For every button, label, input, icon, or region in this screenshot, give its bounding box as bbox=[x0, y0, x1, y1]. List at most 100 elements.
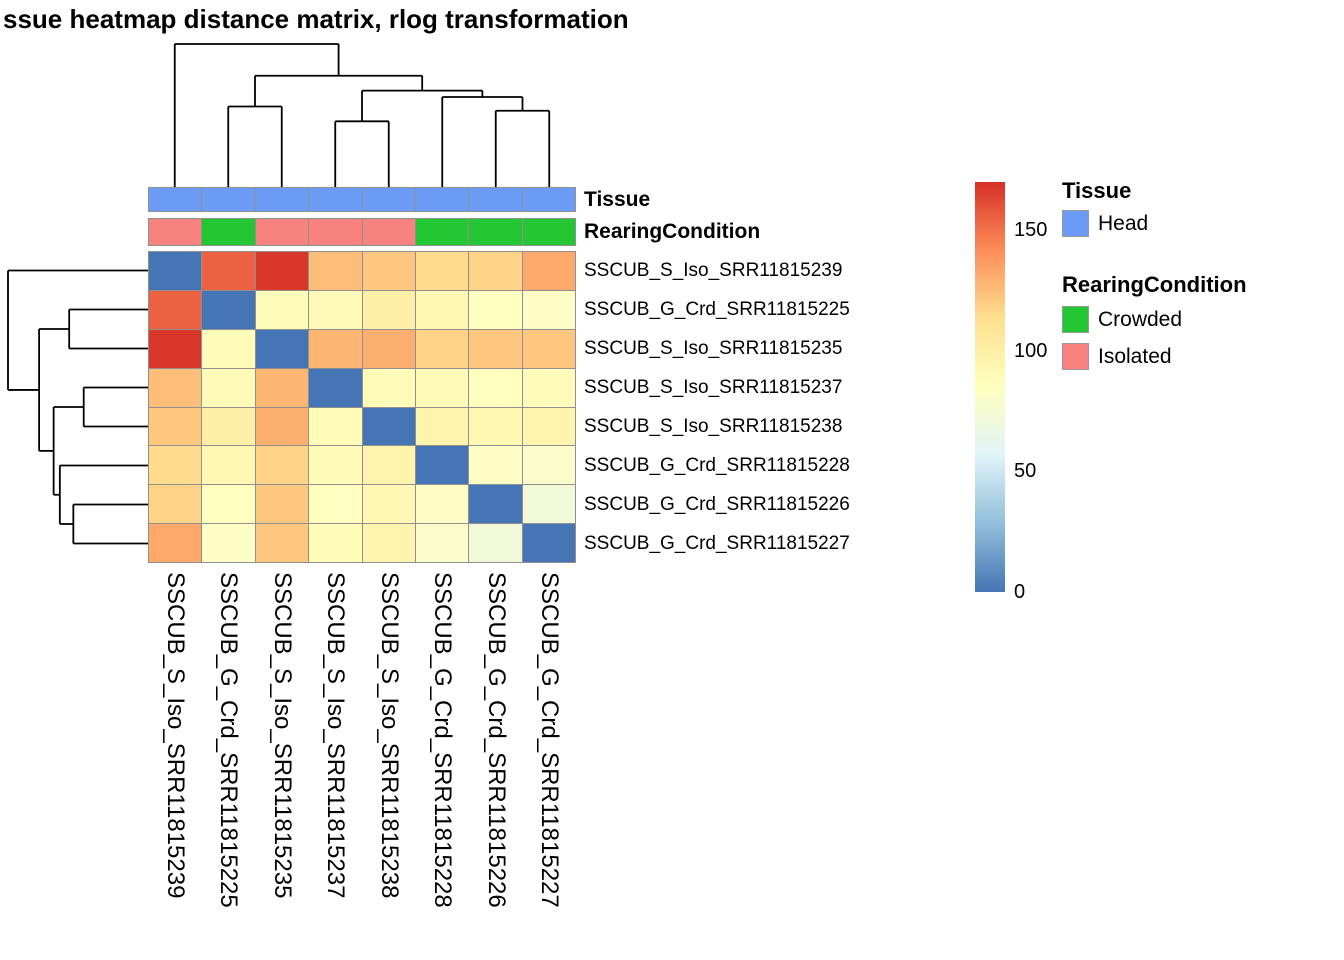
column-label: SSCUB_G_Crd_SRR11815228 bbox=[429, 572, 457, 908]
row-label: SSCUB_G_Crd_SRR11815227 bbox=[584, 533, 850, 554]
heatmap-cell bbox=[469, 446, 523, 486]
heatmap-cell bbox=[309, 290, 363, 330]
heatmap-cell bbox=[362, 368, 416, 408]
column-label: SSCUB_G_Crd_SRR11815227 bbox=[536, 572, 564, 908]
legend-rearing-title: RearingCondition bbox=[1062, 272, 1247, 297]
column-label: SSCUB_S_Iso_SRR11815235 bbox=[268, 572, 296, 899]
heatmap-cell bbox=[469, 524, 523, 563]
legend-item-head: Head bbox=[1062, 210, 1148, 237]
heatmap-cell bbox=[415, 485, 470, 525]
heatmap-cell bbox=[149, 368, 203, 408]
heatmap-cell bbox=[255, 329, 310, 369]
heatmap-cell bbox=[255, 252, 310, 291]
heatmap-cell bbox=[469, 290, 523, 330]
tissue-annotation-cell bbox=[362, 188, 416, 212]
tissue-annotation-cell bbox=[149, 188, 203, 212]
heatmap-cell bbox=[522, 368, 576, 408]
row-label: SSCUB_S_Iso_SRR11815239 bbox=[584, 260, 843, 281]
heatmap-cell bbox=[362, 485, 416, 525]
heatmap-cell bbox=[522, 524, 576, 563]
rearing-annotation-cell bbox=[309, 219, 363, 246]
colorbar-tick-label: 100 bbox=[1014, 339, 1048, 362]
row-label: SSCUB_G_Crd_SRR11815226 bbox=[584, 494, 850, 515]
tissue-annotation-row bbox=[148, 187, 576, 212]
colorbar-tick-label: 150 bbox=[1014, 219, 1048, 242]
tissue-annotation-cell bbox=[469, 188, 523, 212]
column-label: SSCUB_G_Crd_SRR11815226 bbox=[482, 572, 510, 908]
heatmap-cell bbox=[309, 485, 363, 525]
heatmap-cell bbox=[149, 446, 203, 486]
heatmap-cell bbox=[202, 446, 256, 486]
heatmap-cell bbox=[362, 407, 416, 447]
chart-title: ssue heatmap distance matrix, rlog trans… bbox=[3, 4, 629, 34]
heatmap-cell bbox=[149, 524, 203, 563]
column-label: SSCUB_G_Crd_SRR11815225 bbox=[215, 572, 243, 908]
colorbar bbox=[975, 182, 1005, 592]
colorbar-tick-label: 0 bbox=[1014, 581, 1026, 603]
heatmap-cell bbox=[522, 485, 576, 525]
tissue-annotation-cell bbox=[255, 188, 310, 212]
heatmap-cell bbox=[415, 252, 470, 291]
heatmap-cell bbox=[469, 252, 523, 291]
tissue-annotation-cell bbox=[415, 188, 470, 212]
heatmap-cell bbox=[362, 252, 416, 291]
row-label: SSCUB_G_Crd_SRR11815228 bbox=[584, 455, 850, 476]
heatmap-cell bbox=[202, 368, 256, 408]
legend-tissue-items: Head bbox=[1062, 210, 1148, 247]
heatmap-cell bbox=[469, 407, 523, 447]
heatmap-cell bbox=[202, 329, 256, 369]
heatmap-cell bbox=[149, 329, 203, 369]
heatmap-cell bbox=[149, 407, 203, 447]
heatmap-cell bbox=[255, 407, 310, 447]
column-label: SSCUB_S_Iso_SRR11815239 bbox=[161, 572, 189, 899]
column-label: SSCUB_S_Iso_SRR11815237 bbox=[322, 572, 350, 899]
legend-item-label: Crowded bbox=[1098, 307, 1183, 331]
heatmap-cell bbox=[415, 407, 470, 447]
heatmap-cell bbox=[362, 329, 416, 369]
legend-tissue-title: Tissue bbox=[1062, 178, 1132, 203]
rearing-annotation-row bbox=[148, 218, 576, 246]
heatmap-cell bbox=[202, 407, 256, 447]
legend-item-isolated: Isolated bbox=[1062, 343, 1182, 370]
heatmap-cell bbox=[309, 407, 363, 447]
row-label: SSCUB_S_Iso_SRR11815238 bbox=[584, 416, 843, 437]
heatmap-cell bbox=[362, 524, 416, 563]
column-dendrogram bbox=[173, 43, 551, 187]
heatmap-cell bbox=[415, 290, 470, 330]
heatmap-cell bbox=[415, 446, 470, 486]
heatmap-cell bbox=[309, 524, 363, 563]
legend-swatch bbox=[1062, 210, 1089, 237]
rearing-annotation-cell bbox=[202, 219, 256, 246]
heatmap-cell bbox=[415, 368, 470, 408]
rearing-annotation-cell bbox=[415, 219, 470, 246]
legend-item-label: Isolated bbox=[1098, 344, 1172, 368]
heatmap-cell bbox=[522, 290, 576, 330]
heatmap-cell bbox=[522, 446, 576, 486]
heatmap-cell bbox=[202, 252, 256, 291]
legend-swatch bbox=[1062, 306, 1089, 333]
heatmap-cell bbox=[522, 329, 576, 369]
legend-item-label: Head bbox=[1098, 211, 1149, 235]
rearing-annotation-cell bbox=[362, 219, 416, 246]
heatmap-cell bbox=[362, 290, 416, 330]
heatmap-cell bbox=[255, 368, 310, 408]
heatmap-cell bbox=[202, 485, 256, 525]
heatmap-cell bbox=[469, 485, 523, 525]
heatmap-cell bbox=[309, 329, 363, 369]
heatmap-cell bbox=[309, 252, 363, 291]
colorbar-tick-label: 50 bbox=[1014, 460, 1037, 483]
heatmap-cell bbox=[469, 329, 523, 369]
tissue-annotation-cell bbox=[522, 188, 576, 212]
heatmap-cell bbox=[469, 368, 523, 408]
tissue-annotation-cell bbox=[309, 188, 363, 212]
heatmap-cell bbox=[415, 524, 470, 563]
rearing-annotation-cell bbox=[149, 219, 203, 246]
heatmap-grid bbox=[148, 251, 576, 563]
legend-rearing-items: Crowded Isolated bbox=[1062, 306, 1182, 380]
tissue-annotation-label: Tissue bbox=[584, 188, 651, 211]
heatmap-cell bbox=[149, 290, 203, 330]
heatmap-cell bbox=[522, 252, 576, 291]
legend-item-crowded: Crowded bbox=[1062, 306, 1182, 333]
column-label: SSCUB_S_Iso_SRR11815238 bbox=[375, 572, 403, 899]
